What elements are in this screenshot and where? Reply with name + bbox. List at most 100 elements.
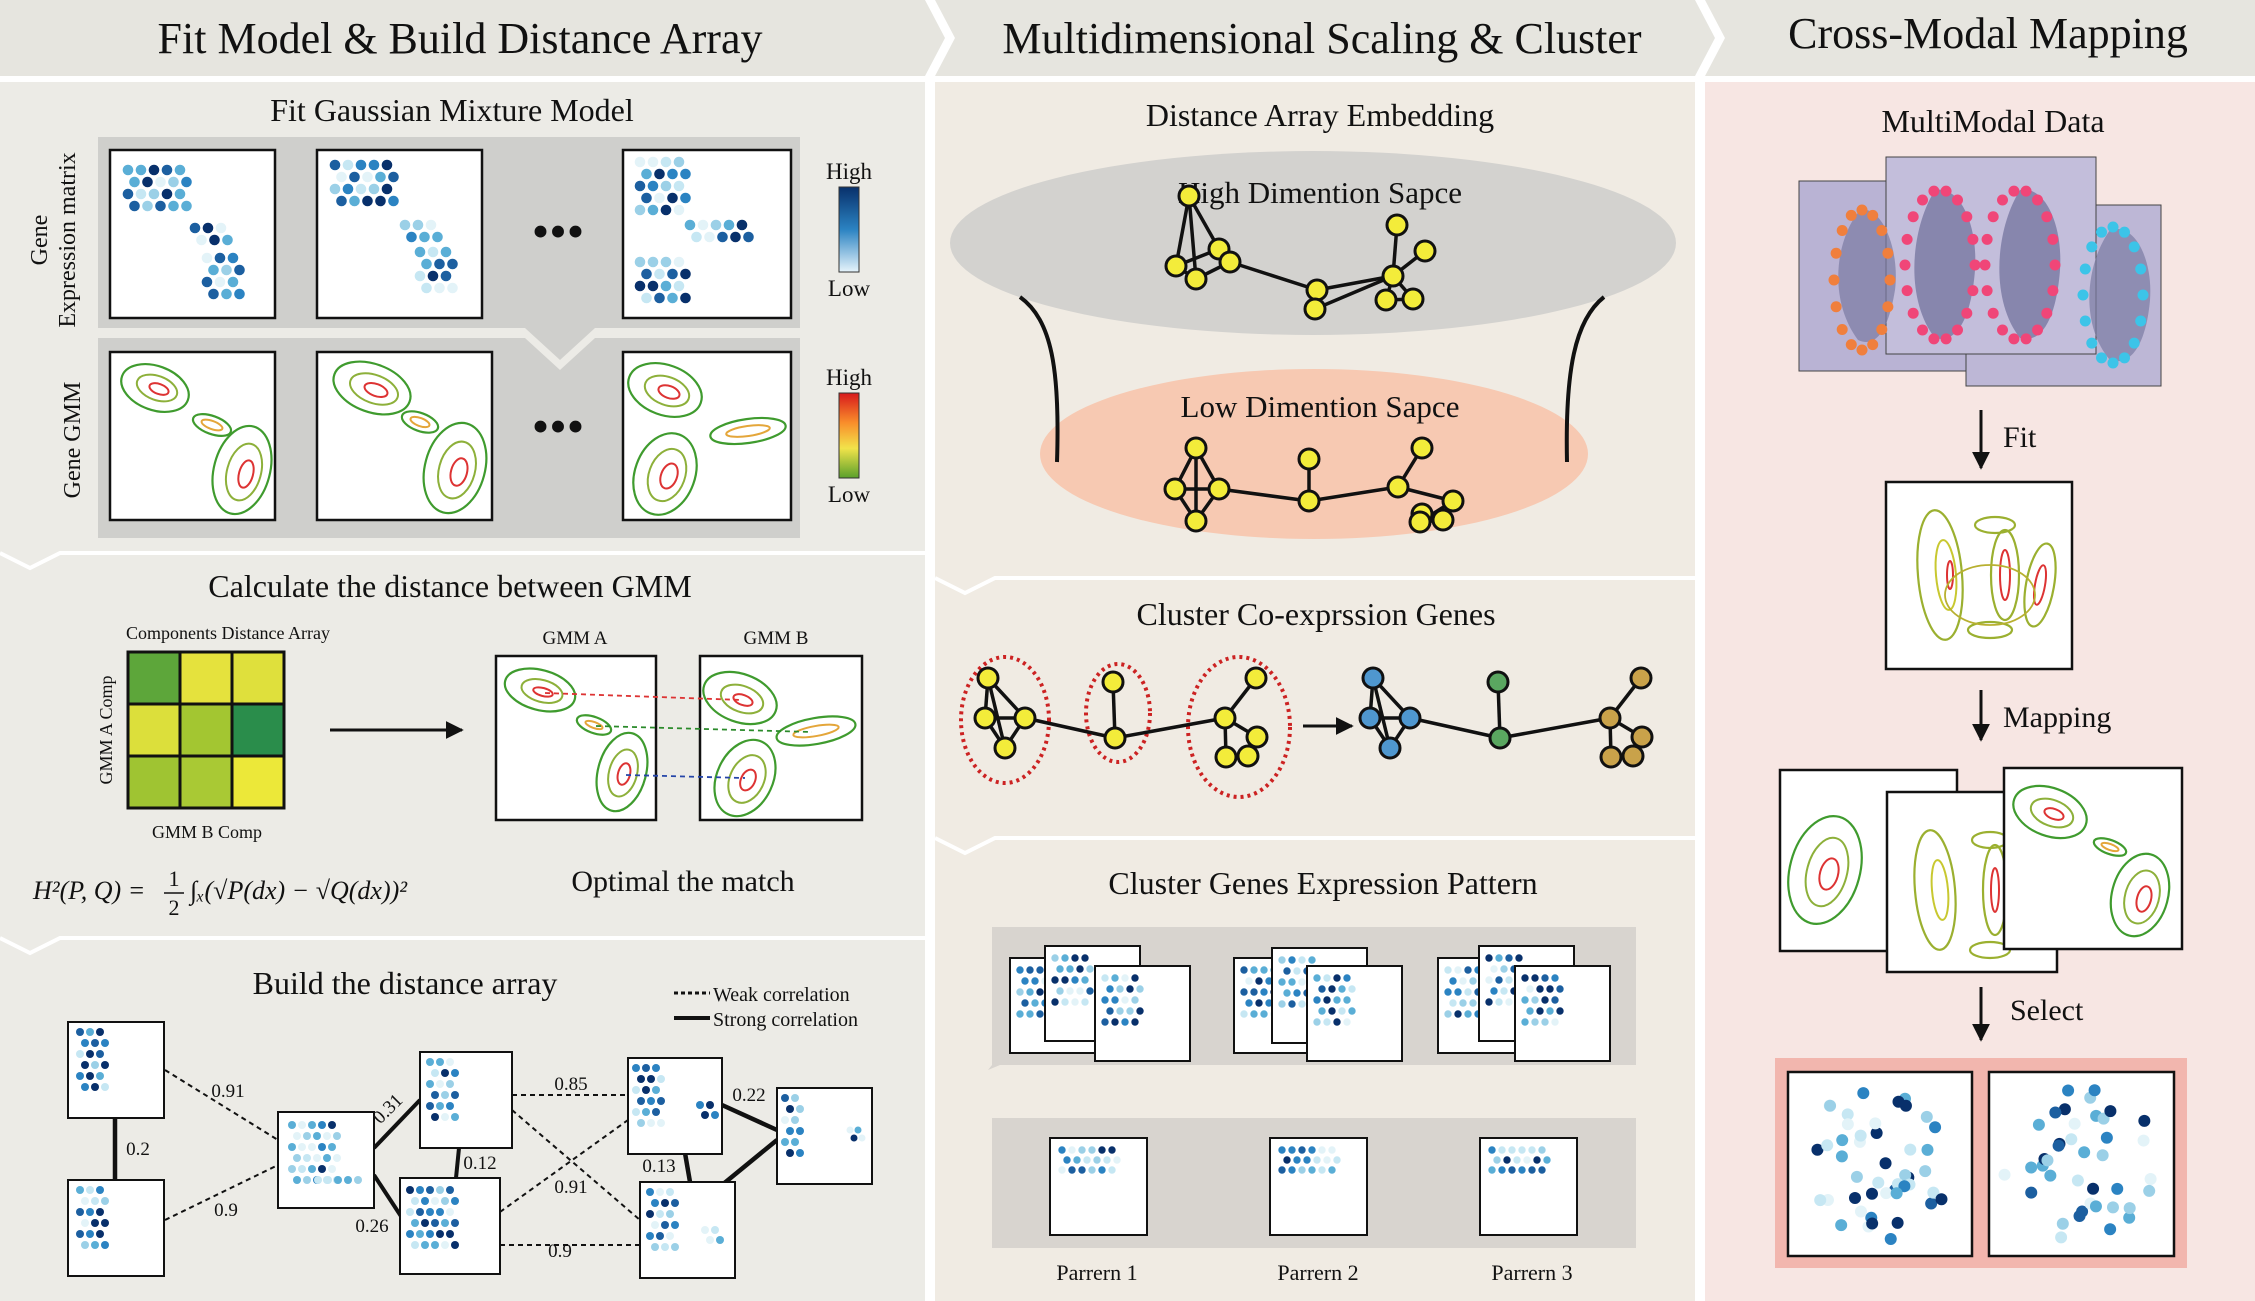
multimodal-title: MultiModal Data [1881,103,2104,139]
expression-dot [314,1176,322,1184]
expression-dot [667,268,678,280]
expression-dot [647,256,659,268]
expression-dot [786,1149,794,1157]
expression-dot [1051,976,1059,984]
graph-edge [1114,716,1226,740]
expression-dot [388,195,399,207]
expression-dot [96,1186,104,1194]
expression-dot [1538,1146,1546,1154]
expression-dot [634,204,646,216]
expression-dot [336,195,347,207]
graph-node [1378,736,1402,760]
edge-label: 0.12 [463,1153,496,1174]
expression-dot [1126,1007,1134,1015]
expression-dot [1333,1156,1341,1164]
expression-dot [101,1039,109,1047]
expression-dot [155,176,166,188]
expression-dot [632,1064,640,1072]
expression-dot [288,1121,296,1129]
expression-dot [701,1111,709,1119]
gmm-b-label: GMM B [744,628,809,649]
graph-node [976,666,1000,690]
expression-dot [1313,996,1321,1004]
tissue-spot [2135,315,2147,327]
expression-dot [1551,1018,1559,1026]
expression-dot [1088,1146,1096,1154]
expression-dot [328,1165,336,1173]
expression-dot [652,1064,660,1072]
expression-dot [86,1208,94,1216]
expression-dot [1288,1166,1296,1174]
expression-dot [91,1241,99,1249]
expression-dot [1278,1000,1286,1008]
pattern-label: Parrern 1 [1056,1260,1137,1285]
expression-dot [1293,989,1301,997]
expression-dot [1101,1018,1109,1026]
graph-edge [1308,485,1399,503]
selected-spot [1848,1192,1861,1205]
pattern-title: Cluster Genes Expression Pattern [1108,865,1537,901]
expression-dot [1016,1010,1024,1018]
tissue-spot [1856,344,1868,356]
expression-dot [637,1119,645,1127]
expression-dot [651,1221,659,1229]
expression-dot [344,1176,352,1184]
expression-dot [673,180,685,192]
selected-spot [2106,1201,2119,1214]
expression-dot [657,1097,665,1105]
expression-dot [1454,966,1462,974]
expression-dot [1278,1146,1286,1154]
expression-dot [1265,977,1273,985]
expression-dot [1490,965,1498,973]
tissue-spot [1928,333,1940,345]
expression-dot [1541,1018,1549,1026]
expression-dot [642,1064,650,1072]
expression-dot [1036,1010,1044,1018]
graph-node [1213,706,1237,730]
selected-spot [2137,1134,2150,1147]
expression-dot [647,1119,655,1127]
expression-dot [323,1154,331,1162]
expression-dot [96,1072,104,1080]
tissue-spot [1952,194,1963,206]
expression-dot [441,1069,449,1077]
matrix-title: Components Distance Array [126,623,330,643]
expression-dot [791,1094,799,1102]
expression-dot [660,156,672,168]
tissue-spot [1981,233,1993,245]
expression-dot [1131,1018,1139,1026]
expression-dot [1495,998,1503,1006]
expression-dot [671,1243,679,1251]
expression-dot [148,164,160,176]
tissue-spot [2047,285,2059,297]
cluster-graph-after [1358,666,1654,769]
expression-dot [1551,974,1559,982]
expression-dot [1298,1000,1306,1008]
expression-dot [1106,1007,1114,1015]
graph-node [1305,278,1329,302]
expression-dot [1106,985,1114,993]
expression-dot [129,200,140,212]
expression-dot [647,280,659,292]
selected-spot [1870,1126,1883,1139]
legend-weak: Weak correlation [713,984,850,1006]
selected-spot [2055,1231,2068,1244]
expression-dot [1444,988,1452,996]
expression-dot [1318,1146,1326,1154]
fit-label: Fit [2003,421,2037,454]
selected-spot [1879,1157,1892,1170]
selected-spot [1865,1187,1878,1200]
expression-dot [122,188,134,200]
pattern-label: Parrern 3 [1491,1260,1572,1285]
expression-dot [313,1132,321,1140]
selected-spot [1891,1216,1904,1229]
gmm-ellipses-3 [627,362,787,516]
expression-dot [1518,1146,1526,1154]
expression-dot [406,1186,414,1194]
graph-node [1013,706,1037,730]
selected-spot [1884,1233,1897,1246]
expression-dot [1293,967,1301,975]
expression-dot [1495,976,1503,984]
expression-dot [1556,985,1564,993]
expression-dot [673,156,685,168]
